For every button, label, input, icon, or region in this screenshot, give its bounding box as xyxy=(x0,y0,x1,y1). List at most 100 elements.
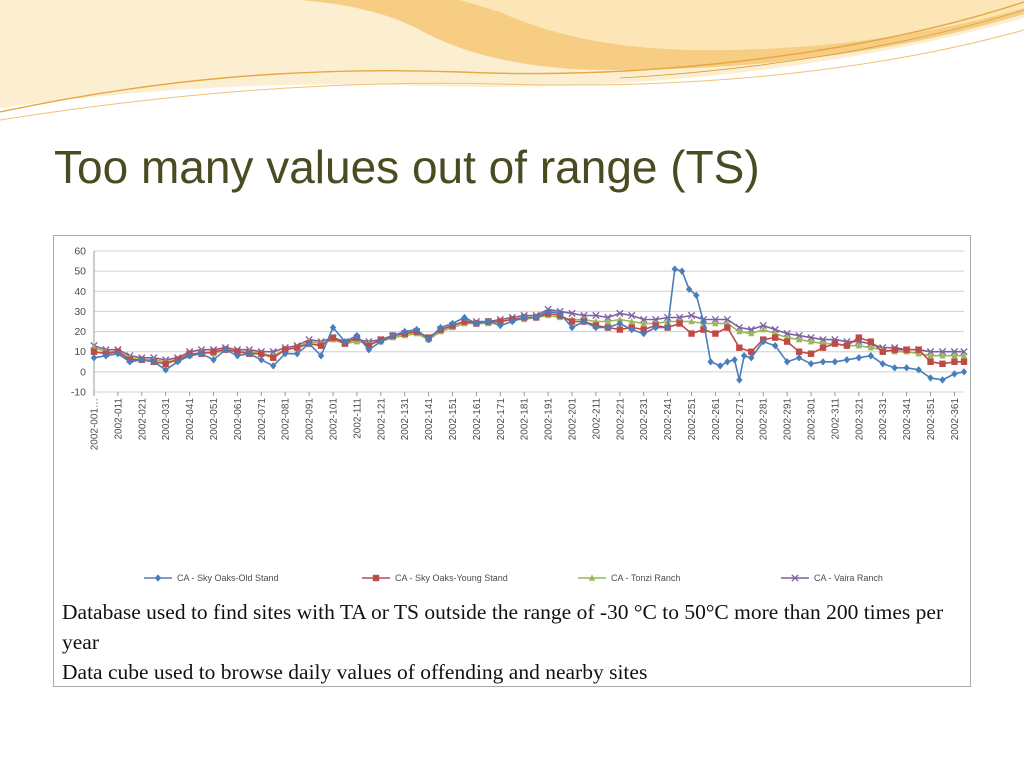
data-point-x xyxy=(580,311,588,320)
data-point-x xyxy=(747,325,755,334)
chart-series xyxy=(90,265,968,384)
data-point-triangle xyxy=(616,315,624,323)
x-tick-label: 2002-181 xyxy=(520,398,531,441)
data-point-triangle xyxy=(867,343,874,351)
data-point-square xyxy=(640,326,647,333)
data-point-diamond xyxy=(664,323,671,332)
data-point-x xyxy=(759,321,767,330)
x-tick-label: 2002-211 xyxy=(591,398,602,440)
caption-line-1: Database used to find sites with TA or T… xyxy=(62,600,944,654)
data-point-diamond xyxy=(652,323,659,332)
data-point-diamond xyxy=(915,366,922,374)
data-point-diamond xyxy=(174,358,181,366)
data-point-triangle xyxy=(960,352,968,359)
data-point-diamond xyxy=(748,354,755,362)
data-point-diamond xyxy=(222,346,229,354)
data-point-diamond xyxy=(258,356,265,364)
data-point-square xyxy=(616,326,624,333)
data-point-diamond xyxy=(960,368,968,376)
data-point-square xyxy=(234,348,241,355)
data-point-square xyxy=(939,360,946,367)
x-tick-label: 2002-231 xyxy=(639,398,650,441)
x-tick-label: 2002-201 xyxy=(568,398,579,441)
data-point-diamond xyxy=(740,352,748,360)
data-point-x xyxy=(960,348,968,356)
x-tick-label: 2002-261 xyxy=(711,398,722,441)
y-axis-tick-labels: -10 0 10 20 30 40 50 60 xyxy=(71,246,86,399)
data-point-x xyxy=(791,574,799,582)
data-point-diamond xyxy=(126,358,134,366)
data-point-square xyxy=(497,318,504,325)
legend-label: CA - Vaira Ranch xyxy=(814,573,883,583)
data-point-square xyxy=(807,350,815,357)
y-tick-label: 40 xyxy=(74,286,86,298)
caption-line-2: Data cube used to browse daily values of… xyxy=(62,660,648,684)
data-point-diamond xyxy=(353,331,361,340)
data-point-square xyxy=(927,358,934,365)
data-point-diamond xyxy=(282,350,289,358)
data-point-square xyxy=(891,346,898,353)
data-point-triangle xyxy=(588,574,596,581)
x-tick-label: 2002-141 xyxy=(424,398,435,441)
data-point-diamond xyxy=(150,358,157,366)
data-point-x xyxy=(616,309,624,318)
series-4 xyxy=(90,305,968,364)
data-point-square xyxy=(700,326,707,333)
data-point-square xyxy=(317,342,325,349)
x-tick-label: 2002-131 xyxy=(400,398,411,441)
data-point-triangle xyxy=(760,325,767,333)
x-tick-label: 2002-341 xyxy=(902,398,913,441)
caption: Database used to find sites with TA or T… xyxy=(62,597,962,687)
data-point-diamond xyxy=(509,317,516,326)
data-point-square xyxy=(329,334,337,341)
y-tick-label: -10 xyxy=(71,387,86,399)
data-point-triangle xyxy=(628,317,635,325)
data-point-diamond xyxy=(700,317,707,326)
legend-label: CA - Tonzi Ranch xyxy=(611,573,680,583)
data-point-diamond xyxy=(731,356,738,364)
x-tick-label: 2002-351 xyxy=(926,398,937,441)
data-point-square xyxy=(831,340,839,347)
data-point-square xyxy=(258,350,265,357)
data-point-diamond xyxy=(879,360,886,368)
data-point-x xyxy=(675,313,684,322)
data-point-triangle xyxy=(748,329,755,337)
data-point-diamond xyxy=(951,370,958,378)
x-tick-label: 2002-361 xyxy=(950,398,961,441)
data-point-diamond xyxy=(671,265,678,273)
data-point-square xyxy=(903,346,910,353)
x-tick-label: 2002-011 xyxy=(113,398,124,440)
data-point-diamond xyxy=(449,319,456,328)
data-point-diamond xyxy=(413,325,420,334)
data-point-diamond xyxy=(544,307,552,316)
data-point-square xyxy=(210,348,217,355)
data-point-diamond xyxy=(939,376,946,384)
x-tick-label: 2002-251 xyxy=(687,398,698,441)
data-point-diamond xyxy=(162,366,169,374)
x-tick-label: 2002-101 xyxy=(329,398,340,441)
x-tick-label: 2002-311 xyxy=(830,398,841,440)
data-point-diamond xyxy=(771,341,779,350)
legend-item-2: CA - Sky Oaks-Young Stand xyxy=(362,573,508,583)
data-point-triangle xyxy=(807,337,815,345)
data-point-diamond xyxy=(678,267,686,275)
x-tick-label: 2002-021 xyxy=(137,398,148,441)
data-point-x xyxy=(819,335,827,344)
data-point-square xyxy=(879,348,886,355)
swoosh-line-3 xyxy=(619,9,1024,79)
data-point-square xyxy=(688,330,695,337)
x-tick-label: 2002-271 xyxy=(735,398,746,441)
data-point-square xyxy=(293,344,301,351)
data-point-triangle xyxy=(795,335,803,343)
data-point-diamond xyxy=(819,358,827,366)
x-tick-label: 2002-191 xyxy=(544,398,555,441)
data-point-diamond xyxy=(580,317,588,326)
data-point-diamond xyxy=(293,350,301,358)
data-point-diamond xyxy=(138,356,146,364)
data-point-diamond xyxy=(186,352,193,360)
x-tick-label: 2002-241 xyxy=(663,398,674,441)
data-point-diamond xyxy=(401,327,408,336)
data-point-diamond xyxy=(783,358,791,366)
x-tick-label: 2002-061 xyxy=(233,398,244,441)
